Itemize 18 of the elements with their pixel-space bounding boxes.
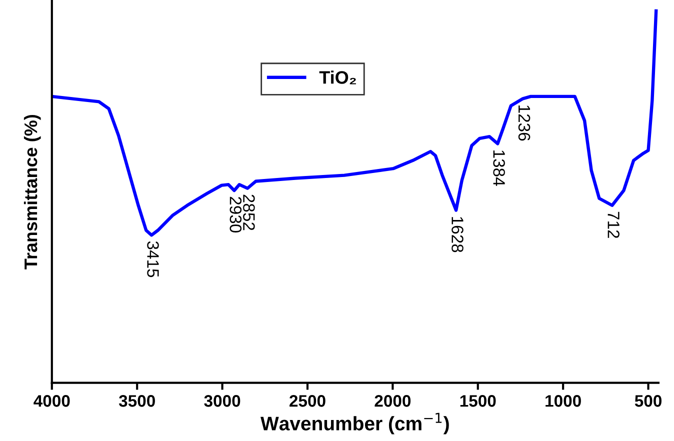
annotation: 2852	[243, 194, 255, 230]
annotation: 1628	[452, 217, 464, 252]
annotation: 1236	[518, 106, 530, 141]
x-tick-label: 2500	[290, 395, 326, 407]
annotation: 3415	[147, 241, 159, 278]
legend-label: TiO₂	[319, 70, 356, 84]
x-tick-label: 4000	[34, 395, 70, 407]
x-tick-label: 1000	[546, 395, 581, 407]
annotation: 2930	[230, 196, 242, 233]
x-tick-label: 1500	[460, 395, 496, 407]
x-tick-label: 500	[634, 395, 662, 407]
x-axis-title: Wavenumber (cm$^{−1}$)	[260, 412, 449, 434]
annotation: 1384	[493, 150, 505, 186]
x-tick-label: 3000	[204, 395, 240, 407]
y-axis-title: Transmittance (%)	[24, 114, 41, 270]
annotation: 712	[608, 212, 620, 238]
x-tick-label: 2000	[374, 395, 411, 407]
x-tick-label: 3500	[118, 395, 155, 407]
